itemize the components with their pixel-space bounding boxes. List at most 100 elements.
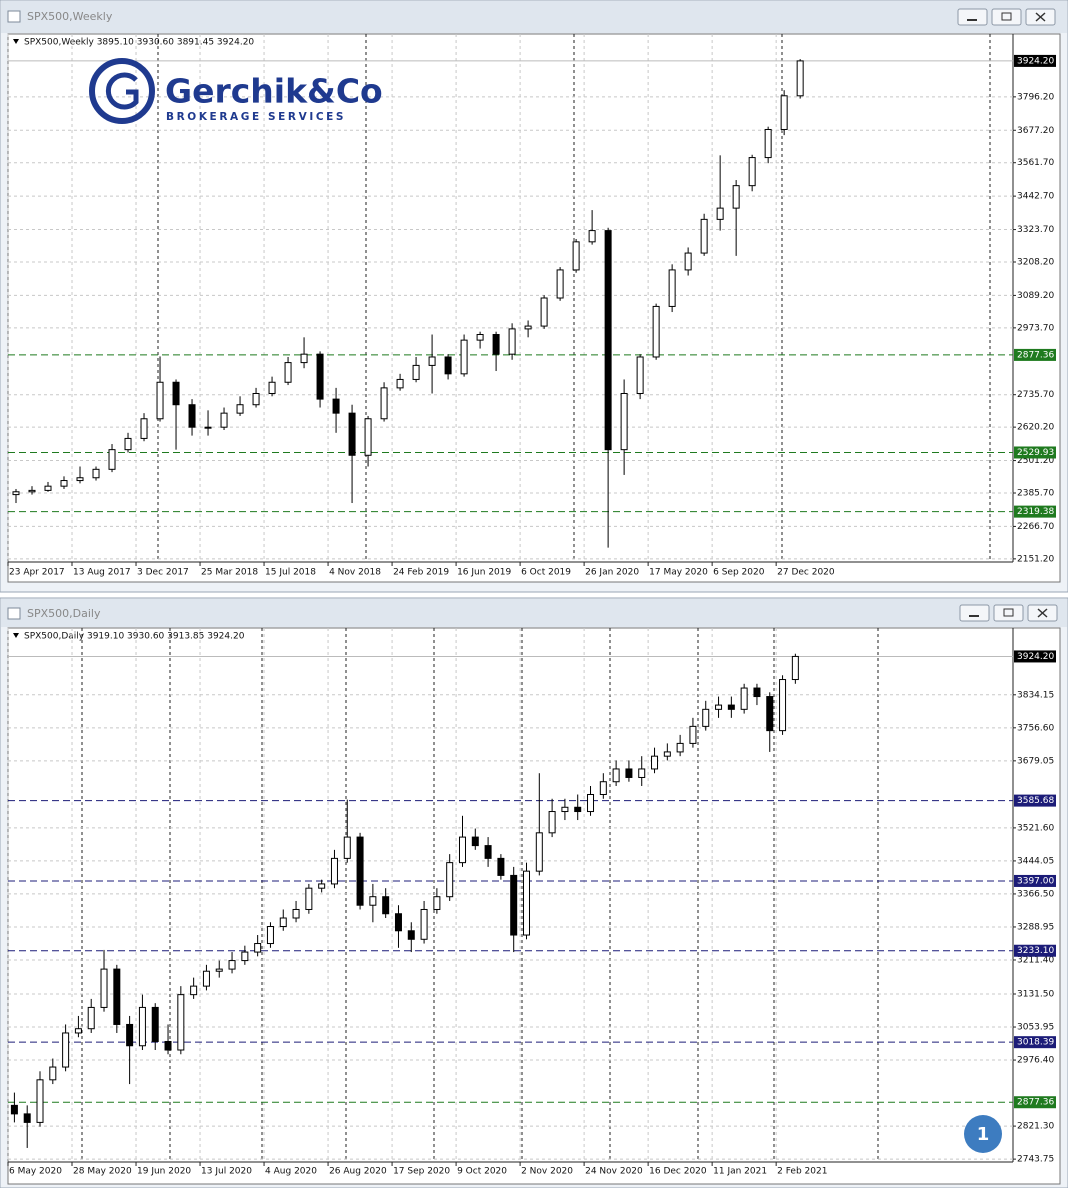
candle-body [108,449,116,470]
chart-area [7,33,1061,583]
y-tick-label: 3677.20 [1017,126,1054,136]
candle-body [636,356,644,394]
candle-body [348,412,356,456]
candle-body [10,1104,18,1115]
candle-body [764,128,772,159]
candle-body [510,874,518,936]
candle-body [188,404,196,428]
level-label: 2319.38 [1017,507,1054,517]
y-tick-label: 3679.05 [1017,756,1054,766]
x-tick-label: 23 Apr 2017 [9,568,65,578]
y-tick-label: 2973.70 [1017,323,1054,333]
y-tick-label: 2821.30 [1017,1122,1054,1132]
x-tick-label: 2 Feb 2021 [777,1167,827,1177]
level-label-box [1014,1096,1056,1109]
y-tick-label: 3366.50 [1017,889,1054,899]
y-tick-label: 2266.70 [1017,522,1054,532]
window-icon [7,10,21,23]
candle-body [668,269,676,307]
candle-body [700,218,708,254]
close-icon [1037,608,1048,618]
candle-body [292,908,300,919]
candle-body [126,1023,134,1047]
y-tick-label: 2620.20 [1017,423,1054,433]
candle-body [625,768,633,778]
candle-body [369,896,377,906]
title-bar [1,1,1067,33]
candle-body [204,426,212,429]
candle-body [124,437,132,451]
candle-body [318,883,326,889]
candle-body [497,857,505,876]
title-bar [1,599,1067,627]
x-tick-label: 27 Dec 2020 [777,568,835,578]
candle-body [766,696,774,732]
y-tick-label: 2735.70 [1017,390,1054,400]
period-separators [157,34,991,562]
candle-body [87,1006,95,1030]
x-tick-label: 6 Sep 2020 [713,568,765,578]
chart-area [7,627,1061,1185]
maximize-button[interactable] [993,604,1024,622]
candle-body [476,334,484,341]
minimize-button[interactable] [957,8,988,26]
y-tick-label: 3323.70 [1017,225,1054,235]
y-tick-label: 3834.15 [1017,690,1054,700]
candle-body [446,862,454,898]
badge-label: 1 [977,1124,990,1145]
y-tick-label: 3089.20 [1017,291,1054,301]
y-tick-label: 2151.20 [1017,554,1054,564]
candle-body [599,781,607,796]
candle-body [753,687,761,698]
candle-body [382,896,390,915]
candle-body [284,362,292,383]
last-price-box [1014,650,1056,663]
candle-body [638,768,646,778]
x-tick-label: 16 Dec 2020 [649,1167,707,1177]
candle-body [715,704,723,710]
x-tick-label: 3 Dec 2017 [137,568,189,578]
y-tick-label: 3208.20 [1017,257,1054,267]
level-label: 3585.68 [1017,796,1054,806]
candle-body [202,970,210,987]
candle-body [791,655,799,681]
candle-body [779,679,787,732]
candle-body [484,845,492,859]
candle-body [100,968,108,1008]
candle-body [215,968,223,972]
header-arrow [13,39,19,44]
logo-emblem [105,72,139,110]
candle-body [220,412,228,428]
last-price-label: 3924.20 [1017,652,1054,662]
candle-body [164,1040,172,1051]
candle-body [740,687,748,710]
candle-body [279,917,287,928]
level-label-box [1014,874,1056,887]
candle-body [140,418,148,439]
maximize-icon [1003,608,1014,617]
candle-body [716,207,724,220]
candle-body [138,1006,146,1047]
candle-body [252,392,260,406]
logo-ring [89,58,155,124]
candle-body [561,806,569,813]
x-tick-label: 26 Aug 2020 [329,1167,387,1177]
candle-body [524,325,532,330]
candle-body [433,896,441,910]
candle-body [394,913,402,932]
level-label-box [1014,505,1056,518]
minimize-button[interactable] [959,604,990,622]
maximize-button[interactable] [991,8,1022,26]
candle-body [796,60,804,97]
candle-body [356,836,364,906]
y-tick-label: 3444.05 [1017,856,1054,866]
candle-body [300,353,308,364]
candle-body [305,887,313,910]
candle-body [689,725,697,744]
candle-body [241,951,249,962]
x-tick-label: 24 Feb 2019 [393,568,449,578]
y-tick-label: 2501.20 [1017,456,1054,466]
x-tick-label: 2 Nov 2020 [521,1167,573,1177]
y-tick-label: 2743.75 [1017,1155,1054,1165]
candle-body [548,811,556,834]
